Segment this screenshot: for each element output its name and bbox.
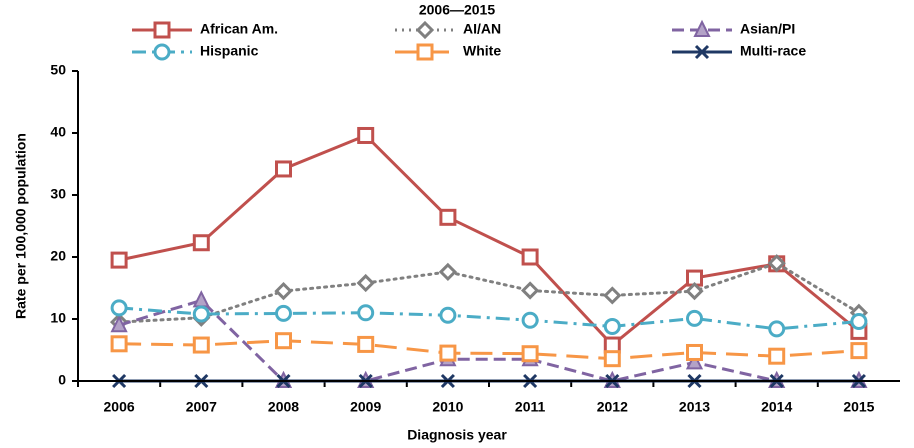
x-tick-label: 2008 bbox=[268, 399, 299, 415]
marker bbox=[439, 344, 457, 362]
marker bbox=[192, 305, 210, 323]
series-line bbox=[119, 339, 860, 361]
marker bbox=[110, 251, 128, 269]
marker bbox=[603, 286, 622, 305]
marker bbox=[768, 347, 786, 365]
y-tick-label: 0 bbox=[58, 372, 66, 388]
marker bbox=[275, 304, 292, 322]
marker bbox=[356, 273, 375, 293]
legend-label: Multi-race bbox=[740, 43, 806, 59]
x-tick-label: 2013 bbox=[679, 399, 710, 415]
marker bbox=[686, 343, 703, 361]
y-tick-label: 40 bbox=[50, 124, 66, 140]
marker bbox=[192, 234, 210, 252]
marker bbox=[603, 317, 621, 335]
marker bbox=[850, 342, 868, 360]
x-tick-label: 2007 bbox=[186, 399, 217, 415]
legend-label: African Am. bbox=[200, 21, 278, 37]
y-axis-label: Rate per 100,000 population bbox=[13, 133, 29, 319]
marker bbox=[850, 312, 868, 330]
series bbox=[110, 299, 868, 338]
legend-label: AI/AN bbox=[463, 21, 501, 37]
marker bbox=[686, 309, 703, 327]
legend-label: Hispanic bbox=[200, 43, 259, 59]
marker bbox=[357, 304, 375, 322]
series bbox=[110, 332, 868, 368]
marker bbox=[767, 254, 786, 273]
marker bbox=[274, 281, 293, 301]
legend-label: Asian/PI bbox=[740, 21, 795, 37]
marker bbox=[416, 43, 434, 61]
y-tick-label: 10 bbox=[50, 310, 66, 326]
x-tick-label: 2015 bbox=[843, 399, 874, 415]
marker bbox=[438, 262, 458, 282]
marker bbox=[357, 335, 375, 353]
marker bbox=[521, 248, 539, 266]
marker bbox=[685, 281, 704, 301]
y-tick-label: 50 bbox=[50, 62, 66, 78]
y-tick-label: 20 bbox=[50, 248, 66, 264]
marker bbox=[275, 332, 292, 350]
marker bbox=[603, 336, 621, 354]
marker bbox=[153, 21, 171, 39]
marker bbox=[521, 345, 539, 363]
series-line bbox=[118, 306, 860, 331]
marker bbox=[110, 299, 128, 317]
series bbox=[110, 290, 868, 388]
y-tick-label: 30 bbox=[50, 186, 66, 202]
marker bbox=[693, 19, 711, 37]
x-axis-label: Diagnosis year bbox=[407, 427, 507, 443]
x-tick-label: 2006 bbox=[104, 399, 135, 415]
x-tick-label: 2011 bbox=[515, 399, 546, 415]
marker bbox=[275, 160, 292, 178]
marker bbox=[439, 208, 457, 226]
chart-title: 2006—2015 bbox=[419, 2, 496, 18]
x-tick-label: 2012 bbox=[597, 399, 628, 415]
marker bbox=[520, 281, 540, 300]
legend-label: White bbox=[463, 43, 501, 59]
x-tick-label: 2010 bbox=[432, 399, 463, 415]
marker bbox=[357, 126, 375, 144]
marker bbox=[110, 335, 128, 353]
marker bbox=[521, 311, 539, 329]
marker bbox=[110, 314, 128, 333]
series-line bbox=[118, 133, 860, 348]
marker bbox=[768, 320, 786, 338]
marker bbox=[439, 306, 457, 324]
marker bbox=[694, 44, 710, 60]
marker bbox=[192, 336, 210, 354]
x-tick-label: 2014 bbox=[761, 399, 792, 415]
marker bbox=[603, 350, 621, 368]
x-tick-label: 2009 bbox=[350, 399, 381, 415]
marker bbox=[192, 290, 210, 308]
marker bbox=[415, 20, 435, 40]
series-line bbox=[117, 261, 861, 324]
marker bbox=[685, 352, 704, 370]
marker bbox=[153, 43, 171, 61]
series-line bbox=[118, 298, 859, 383]
